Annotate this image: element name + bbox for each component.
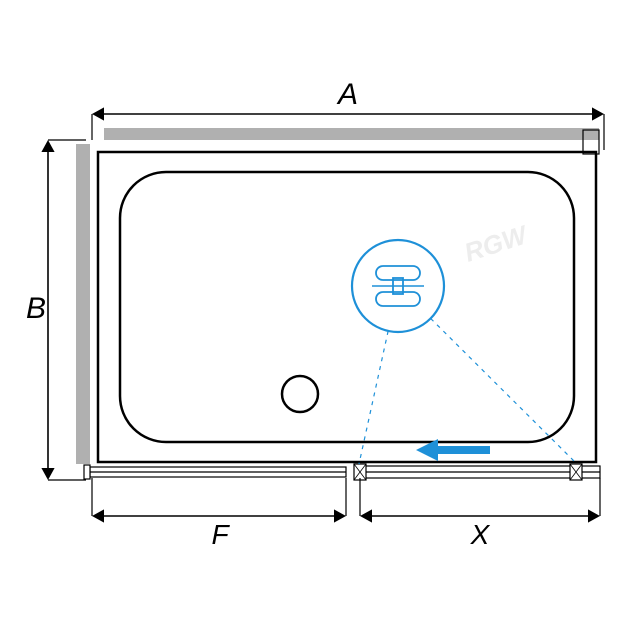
diagram-stage: RGWABFX (0, 0, 641, 641)
dimension-label-A: A (336, 78, 358, 111)
dimension-label-F: F (211, 519, 230, 550)
dimension-label-B: B (26, 292, 46, 325)
wall-top (104, 128, 599, 140)
technical-drawing: RGWABFX (0, 0, 641, 641)
wall-left (76, 144, 90, 464)
dimension-label-X: X (470, 519, 491, 550)
